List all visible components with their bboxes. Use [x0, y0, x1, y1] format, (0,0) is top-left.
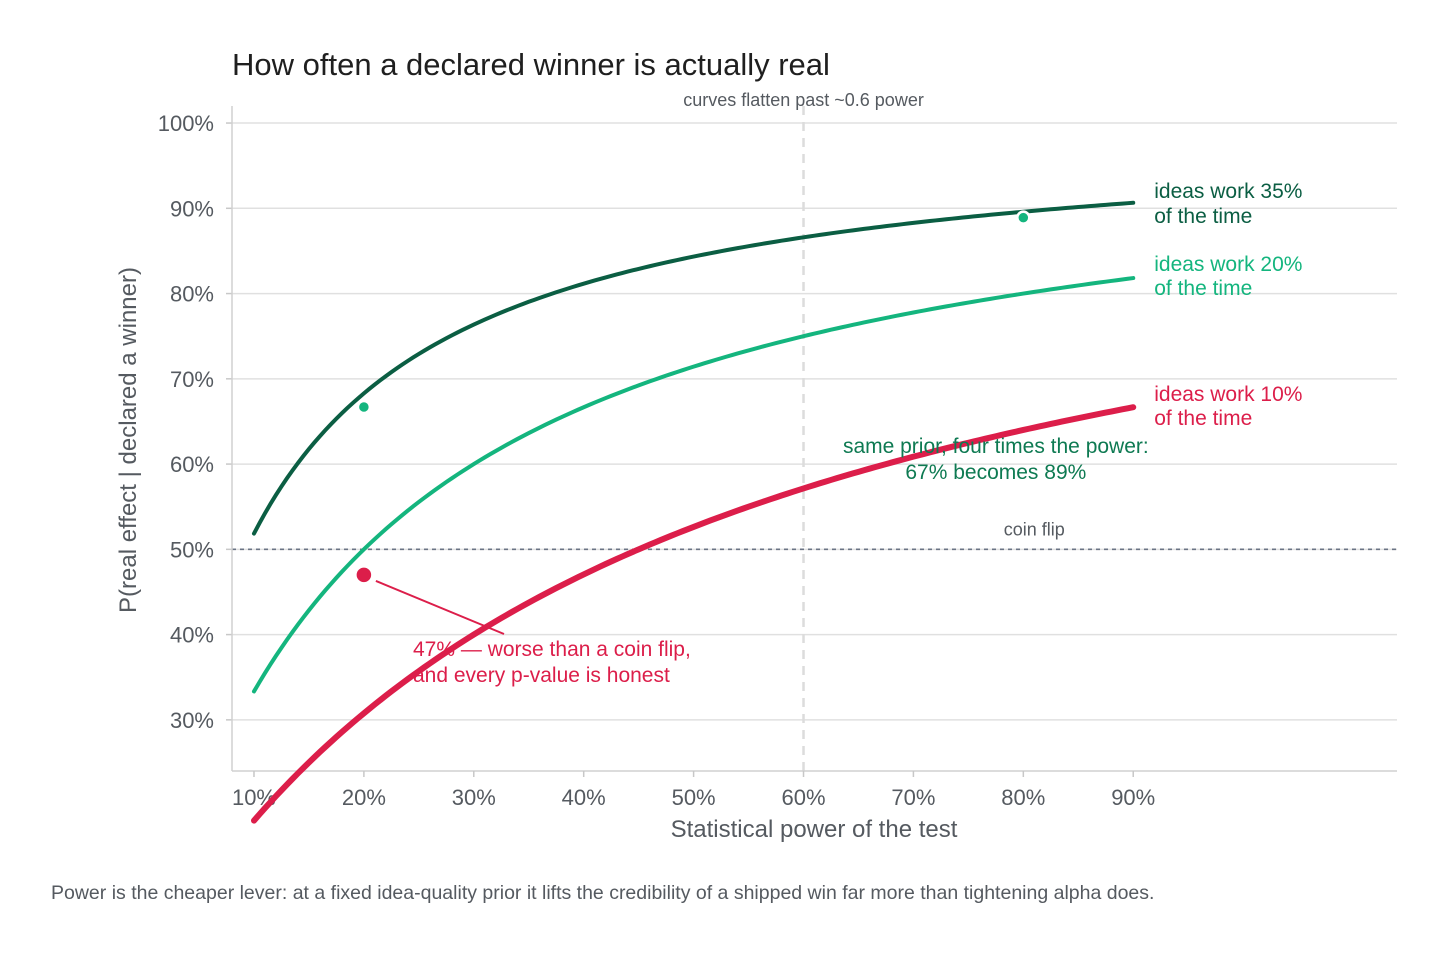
highlight-point: [356, 399, 372, 415]
caption: Power is the cheaper lever: at a fixed i…: [51, 882, 1154, 904]
y-tick-label: 90%: [170, 196, 214, 221]
series-label: ideas work 20%: [1154, 253, 1302, 276]
annotation-leader-line: [375, 579, 505, 635]
chart-title: How often a declared winner is actually …: [232, 47, 830, 82]
series-lines: [250, 200, 1137, 824]
x-tick-label: 70%: [891, 785, 935, 810]
series-line: [251, 200, 1136, 536]
x-tick-label: 20%: [342, 785, 386, 810]
coin-flip-annotation: 47% — worse than a coin flip,: [413, 638, 691, 661]
annotations: same prior, four times the power: 67% bec…: [375, 435, 1149, 687]
y-tick-label: 100%: [158, 111, 214, 136]
series-label: ideas work 35%: [1154, 180, 1302, 203]
x-tick-label: 50%: [672, 785, 716, 810]
series-line: [251, 276, 1136, 694]
coin-flip-label: coin flip: [1004, 519, 1065, 539]
y-axis-label: P(real effect | declared a winner): [115, 267, 142, 613]
power-annotation: same prior, four times the power:: [843, 435, 1149, 458]
y-tick-label: 40%: [170, 623, 214, 648]
reference-lines: curves flatten past ~0.6 power coin flip: [232, 90, 1397, 771]
series-label: of the time: [1154, 277, 1252, 300]
highlight-point: [354, 565, 374, 585]
x-tick-label: 30%: [452, 785, 496, 810]
series-label: of the time: [1154, 205, 1252, 228]
power-annotation: 67% becomes 89%: [905, 461, 1086, 484]
series-label: ideas work 10%: [1154, 383, 1302, 406]
x-tick-label: 80%: [1001, 785, 1045, 810]
x-tick-label: 90%: [1111, 785, 1155, 810]
axes: 30%40%50%60%70%80%90%100%10% 20% 30% 40% 50%…: [158, 106, 1397, 810]
y-tick-label: 70%: [170, 367, 214, 392]
series-line: [250, 404, 1137, 824]
power-reference-label: curves flatten past ~0.6 power: [683, 90, 924, 110]
x-tick-label: 60%: [781, 785, 825, 810]
y-tick-label: 50%: [170, 537, 214, 562]
x-axis-label: Statistical power of the test: [671, 816, 958, 843]
y-tick-label: 30%: [170, 708, 214, 733]
x-tick-label: 40%: [562, 785, 606, 810]
highlight-points: [354, 210, 1031, 585]
highlight-point: [1016, 210, 1031, 225]
y-tick-label: 60%: [170, 452, 214, 477]
y-tick-label: 80%: [170, 282, 214, 307]
coin-flip-annotation: and every p-value is honest: [413, 664, 670, 687]
series-label: of the time: [1154, 407, 1252, 430]
